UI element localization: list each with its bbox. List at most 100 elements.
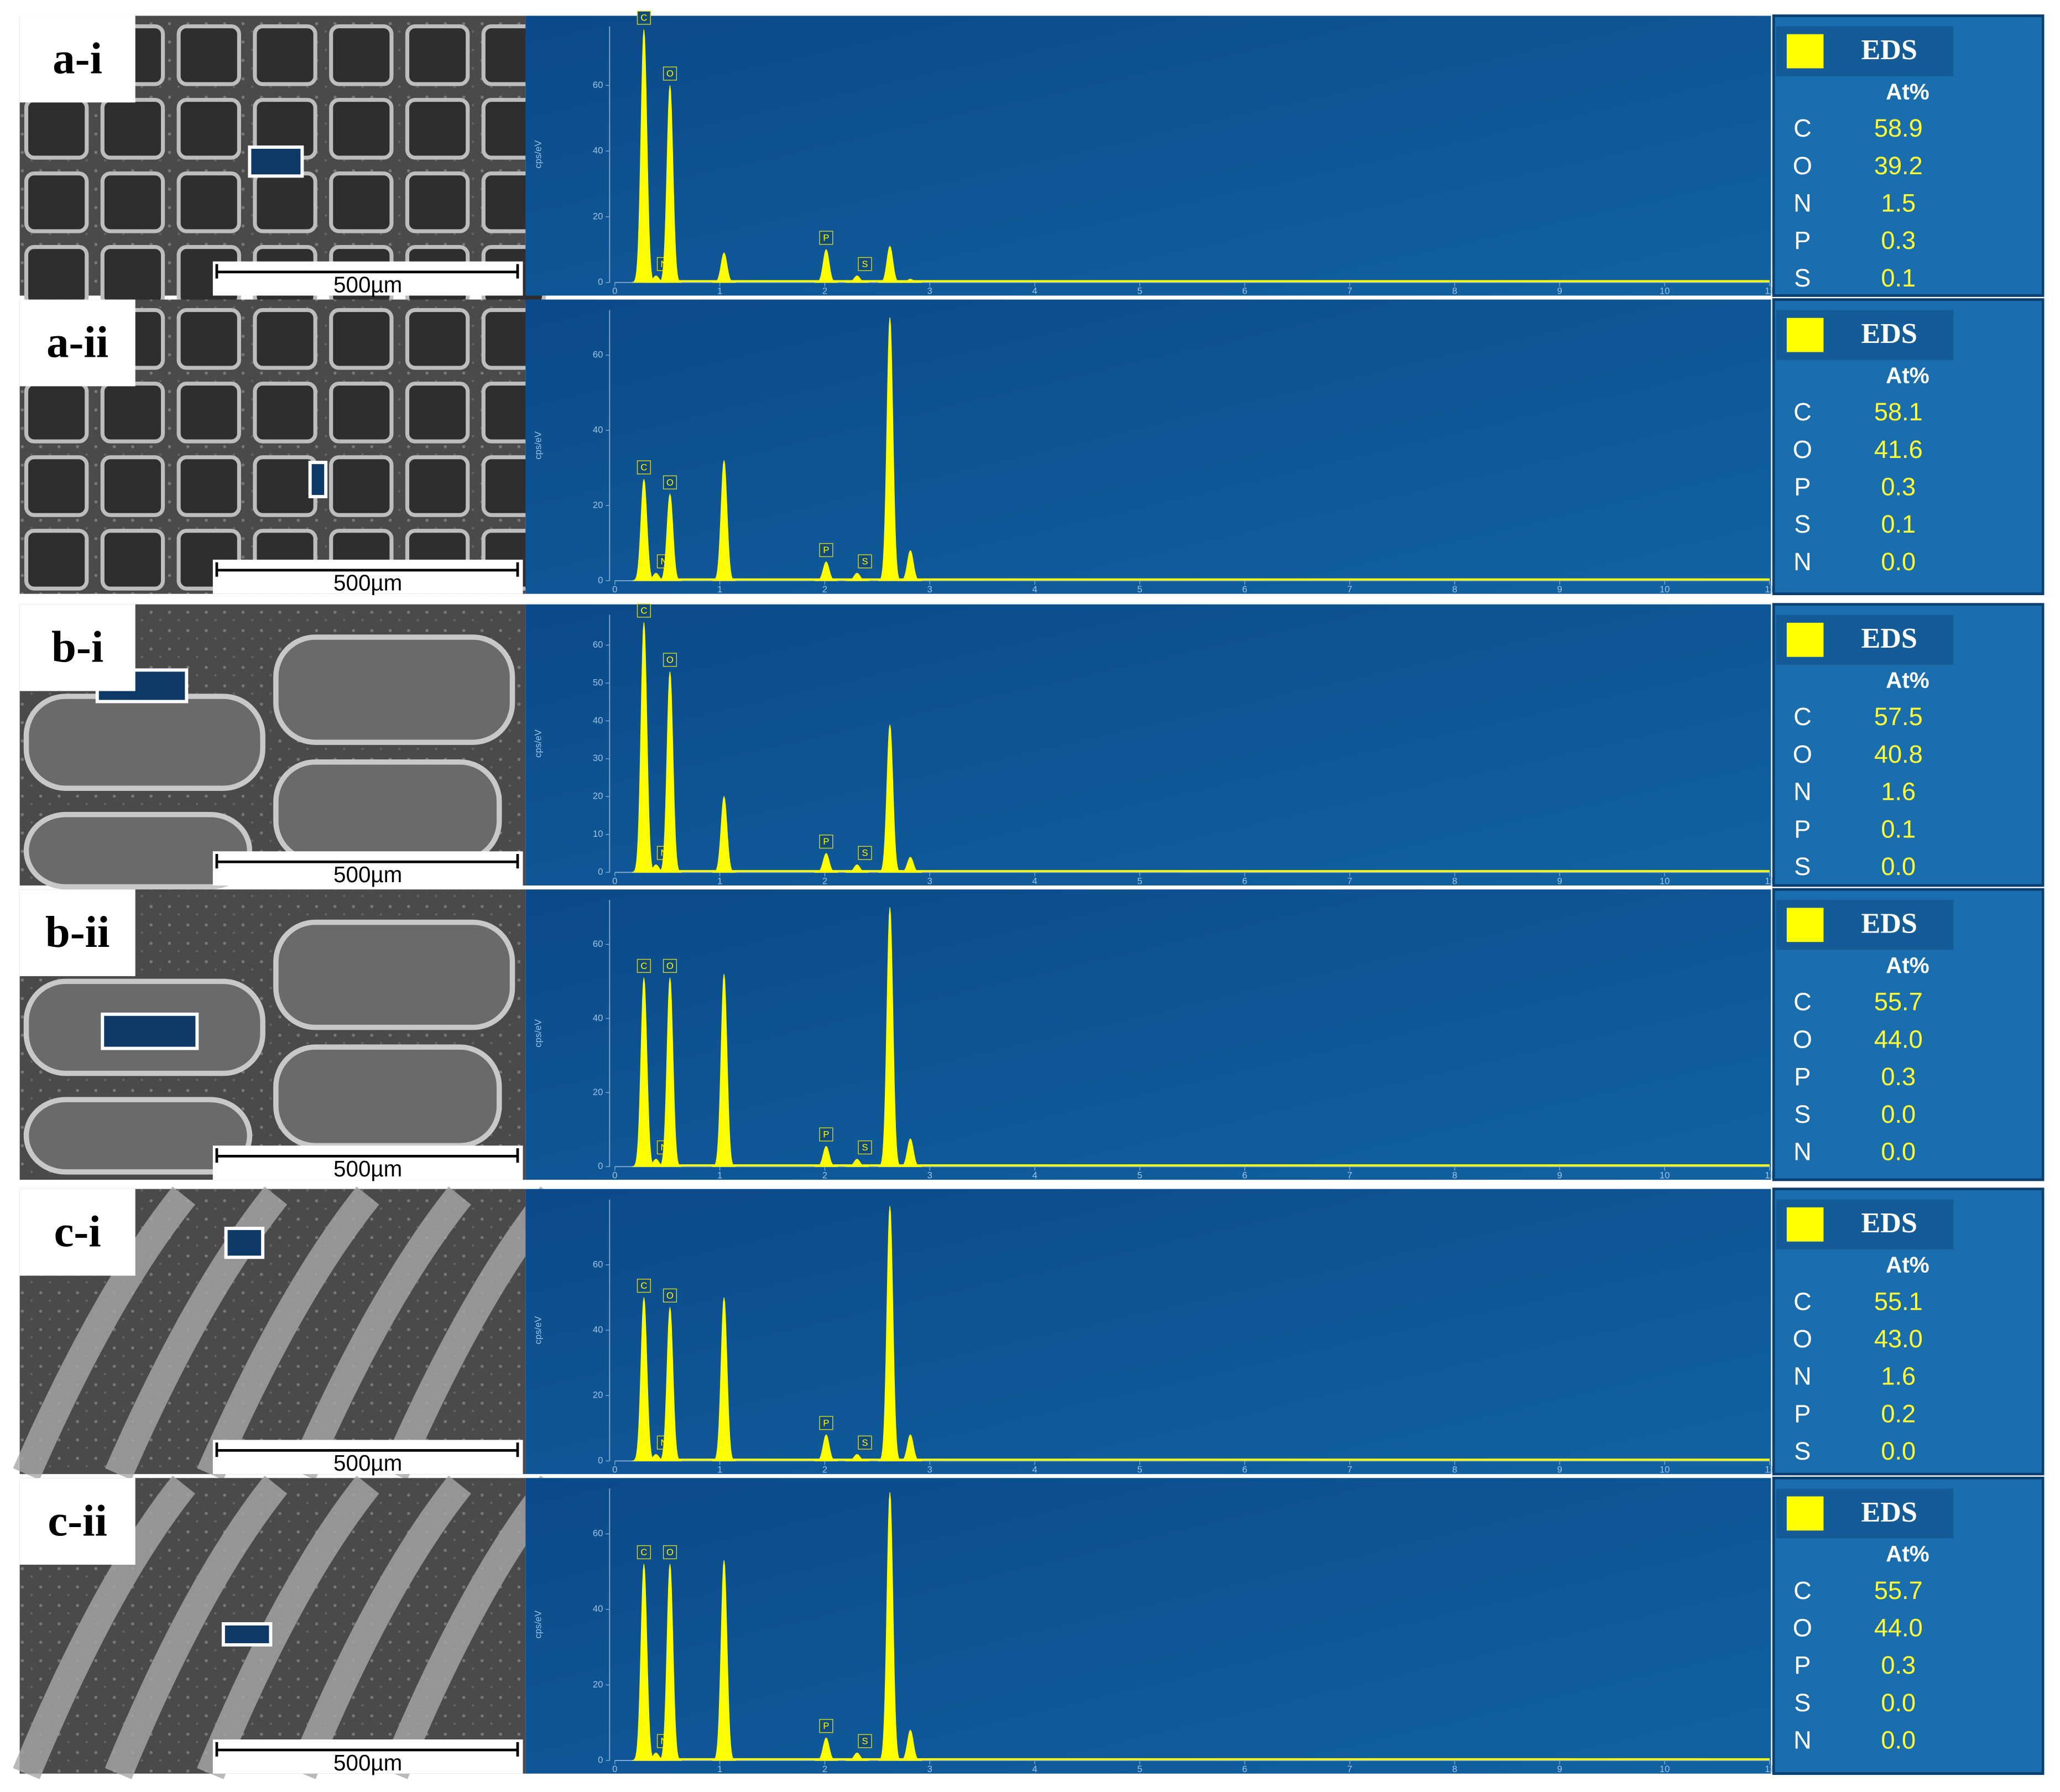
peak-label-box xyxy=(637,11,651,25)
peak xyxy=(814,853,838,873)
at-percent: 0.1 xyxy=(1881,815,1916,843)
panel-label: a-ii xyxy=(46,318,108,367)
cell-wall xyxy=(405,171,470,233)
peak-label: S xyxy=(862,1142,868,1153)
peak-label-box xyxy=(858,554,872,569)
peak xyxy=(658,85,682,283)
y-tick-label: 0 xyxy=(598,575,603,585)
peak-label: C xyxy=(640,13,647,23)
panel: 500µma-icps/eV012345678910110204060CNOPS… xyxy=(19,11,2045,307)
peak xyxy=(845,572,869,581)
element: P xyxy=(1794,815,1811,843)
cell-wall xyxy=(253,382,317,444)
element: C xyxy=(1793,1576,1812,1605)
panel: 500µm b-i cps/eV 0 1 2 3 4 5 6 7 8 9 10 11 0 10 20 30 40 50 6… xyxy=(19,603,2045,890)
cell-wall xyxy=(329,455,394,517)
cell-wall xyxy=(24,245,89,307)
element: C xyxy=(1793,114,1812,142)
x-tick-label: 7 xyxy=(1347,876,1352,886)
y-tick-label: 20 xyxy=(593,499,603,510)
element: N xyxy=(1793,778,1812,806)
y-tick-label: 40 xyxy=(593,424,603,435)
x-tick-label: 8 xyxy=(1452,1764,1457,1774)
peak-label-box xyxy=(637,958,651,973)
column-header: At% xyxy=(1886,79,1929,104)
at-percent: 0.0 xyxy=(1881,852,1916,881)
x-tick-label: 9 xyxy=(1557,1170,1562,1180)
at-percent: 40.8 xyxy=(1874,740,1923,768)
peak-label: S xyxy=(862,259,868,269)
legend-swatch xyxy=(1786,34,1824,69)
x-tick-label: 2 xyxy=(822,584,827,595)
legend-swatch xyxy=(1786,1207,1824,1242)
peak xyxy=(878,907,902,1167)
cell-wall xyxy=(24,171,89,233)
peak xyxy=(814,1434,838,1461)
x-tick-label: 5 xyxy=(1137,1764,1142,1774)
at-percent: 0.0 xyxy=(1881,1100,1916,1128)
peak-label: O xyxy=(666,69,674,79)
cell-wall xyxy=(24,529,89,591)
scale-bar-box xyxy=(212,261,523,296)
at-percent: 0.1 xyxy=(1881,264,1916,292)
element: S xyxy=(1794,852,1811,881)
x-tick-label: 10 xyxy=(1660,584,1670,595)
peak xyxy=(898,279,922,283)
peak-label-box xyxy=(663,653,677,667)
peak xyxy=(845,275,869,283)
x-tick-label: 6 xyxy=(1242,876,1247,886)
peak-label: P xyxy=(823,1721,829,1731)
scale-bar-box xyxy=(212,1145,523,1180)
at-percent: 0.3 xyxy=(1881,1651,1916,1679)
peak-label: S xyxy=(862,1437,868,1448)
peak-label: O xyxy=(666,655,674,665)
peak-label: O xyxy=(666,477,674,488)
at-percent: 0.0 xyxy=(1881,1137,1916,1165)
eds-table: EDS At% C 55.7 O 44.0 P 0.3 S 0.0 N 0.0 xyxy=(1772,888,2045,1181)
cell-wall xyxy=(176,171,241,233)
cell-wall xyxy=(197,1186,379,1480)
x-tick-label: 8 xyxy=(1452,1464,1457,1475)
peak xyxy=(878,246,902,283)
x-tick-label: 3 xyxy=(927,584,932,595)
cell-wall xyxy=(105,1475,288,1779)
spectrum-background xyxy=(525,604,1771,885)
peak-label-box xyxy=(663,958,677,973)
x-tick-label: 10 xyxy=(1660,876,1670,886)
x-tick-label: 6 xyxy=(1242,584,1247,595)
peak-label-box xyxy=(858,257,872,272)
y-tick-label: 20 xyxy=(593,1679,603,1690)
peak-label-box xyxy=(858,846,872,860)
panel-label-box xyxy=(19,15,135,103)
peak-label-box xyxy=(637,603,651,618)
element: S xyxy=(1794,1689,1811,1717)
x-tick-label: 4 xyxy=(1032,1170,1037,1180)
x-tick-label: 11 xyxy=(1765,876,1774,886)
at-percent: 0.1 xyxy=(1881,510,1916,538)
element: C xyxy=(1793,398,1812,426)
y-tick-label: 0 xyxy=(598,277,603,287)
spectrum-background xyxy=(525,1478,1771,1774)
panel-label-box xyxy=(19,604,135,691)
panel-label: c-ii xyxy=(48,1496,107,1545)
element: S xyxy=(1794,510,1811,538)
panel: 500µmc-iicps/eV012345678910110204060CNOP… xyxy=(13,1475,2045,1779)
at-percent: 44.0 xyxy=(1874,1614,1923,1642)
peak-label-box xyxy=(858,1734,872,1748)
element: O xyxy=(1793,435,1812,463)
y-tick-label: 20 xyxy=(593,211,603,221)
x-tick-label: 9 xyxy=(1557,1764,1562,1774)
at-percent: 0.3 xyxy=(1881,1062,1916,1091)
at-percent: 0.0 xyxy=(1881,1726,1916,1754)
x-tick-label: 10 xyxy=(1660,1464,1670,1475)
sem-image: 500µm b-i xyxy=(19,604,526,890)
peak-label-box xyxy=(858,1140,872,1155)
peak xyxy=(898,1434,922,1461)
peak xyxy=(658,671,682,873)
cell-wall xyxy=(329,24,394,86)
y-tick-label: 0 xyxy=(598,867,603,877)
cell-wall xyxy=(253,308,317,370)
legend-swatch xyxy=(1786,1496,1824,1531)
scale-bar-label: 500µm xyxy=(333,570,402,596)
y-tick-label: 40 xyxy=(593,1603,603,1614)
